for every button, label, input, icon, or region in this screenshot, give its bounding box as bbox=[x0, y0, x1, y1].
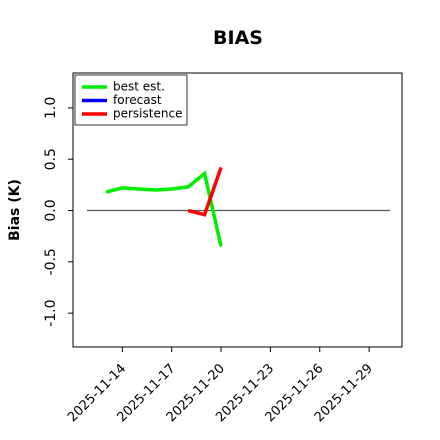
plot-frame bbox=[72, 72, 403, 348]
legend-label: forecast bbox=[113, 93, 162, 107]
y-axis-label: Bias (K) bbox=[7, 179, 23, 241]
y-tick-label: 0.0 bbox=[43, 199, 59, 221]
legend-label: best est. bbox=[113, 80, 165, 94]
y-tick-label: 0.5 bbox=[43, 148, 59, 170]
legend-label: persistence bbox=[113, 107, 182, 121]
y-tick-label: 1.0 bbox=[43, 97, 59, 119]
series-line bbox=[105, 170, 223, 247]
series-line bbox=[187, 166, 223, 217]
chart-title: BIAS bbox=[213, 27, 263, 49]
y-tick-label: -1.0 bbox=[43, 299, 59, 326]
y-tick-label: -0.5 bbox=[43, 248, 59, 275]
